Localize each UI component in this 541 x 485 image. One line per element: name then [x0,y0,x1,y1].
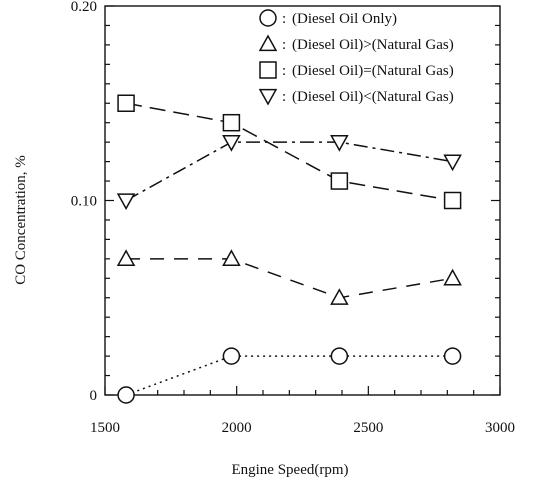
data-point-series-1 [222,249,241,266]
y-tick-label: 0.10 [71,194,97,210]
x-tick-label: 3000 [485,420,515,436]
legend: : (Diesel Oil Only): (Diesel Oil)>(Natural… [258,9,454,106]
legend-separator: : [282,11,286,27]
series-markers [116,94,462,404]
legend-separator: : [282,37,286,53]
x-tick-label: 2000 [222,420,252,436]
y-tick-label: 0.20 [71,0,97,15]
series-line-2 [125,102,453,202]
series-line-3 [125,141,453,202]
data-point-series-2 [117,94,135,112]
legend-label-0: (Diesel Oil Only) [292,11,397,27]
data-point-series-1 [443,268,462,286]
legend-marker-0 [259,9,277,27]
legend-marker-1 [258,34,278,52]
legend-separator: : [282,89,286,105]
x-tick-label: 1500 [90,420,120,436]
data-point-series-2 [330,172,349,190]
data-point-series-3 [222,135,241,152]
y-tick-label: 0 [90,388,98,404]
legend-label-2: (Diesel Oil)=(Natural Gas) [292,63,454,79]
data-point-series-0 [222,347,241,365]
data-point-series-1 [330,288,349,305]
y-axis-title: CO Concentration, % [13,155,29,285]
data-point-series-3 [330,135,349,152]
axis-ticks [104,5,501,396]
legend-label-3: (Diesel Oil)<(Natural Gas) [292,89,454,105]
series-line-0 [125,355,453,396]
tick-labels: 1500 2000 2500 3000 0 0.10 0.20 [71,0,515,436]
data-point-series-2 [222,113,241,132]
data-point-series-1 [116,249,136,266]
series-line-1 [126,258,453,299]
legend-separator: : [282,63,286,79]
legend-marker-3 [258,88,278,106]
data-point-series-3 [443,154,462,172]
data-point-series-3 [116,193,136,211]
data-point-series-2 [443,191,462,210]
legend-label-1: (Diesel Oil)>(Natural Gas) [292,37,454,53]
legend-marker-2 [259,61,277,79]
data-point-series-0 [117,386,135,404]
x-tick-label: 2500 [353,420,383,436]
data-point-series-0 [443,347,462,365]
series-lines [125,102,453,396]
data-point-series-0 [330,347,349,365]
x-axis-title: Engine Speed(rpm) [231,462,348,478]
